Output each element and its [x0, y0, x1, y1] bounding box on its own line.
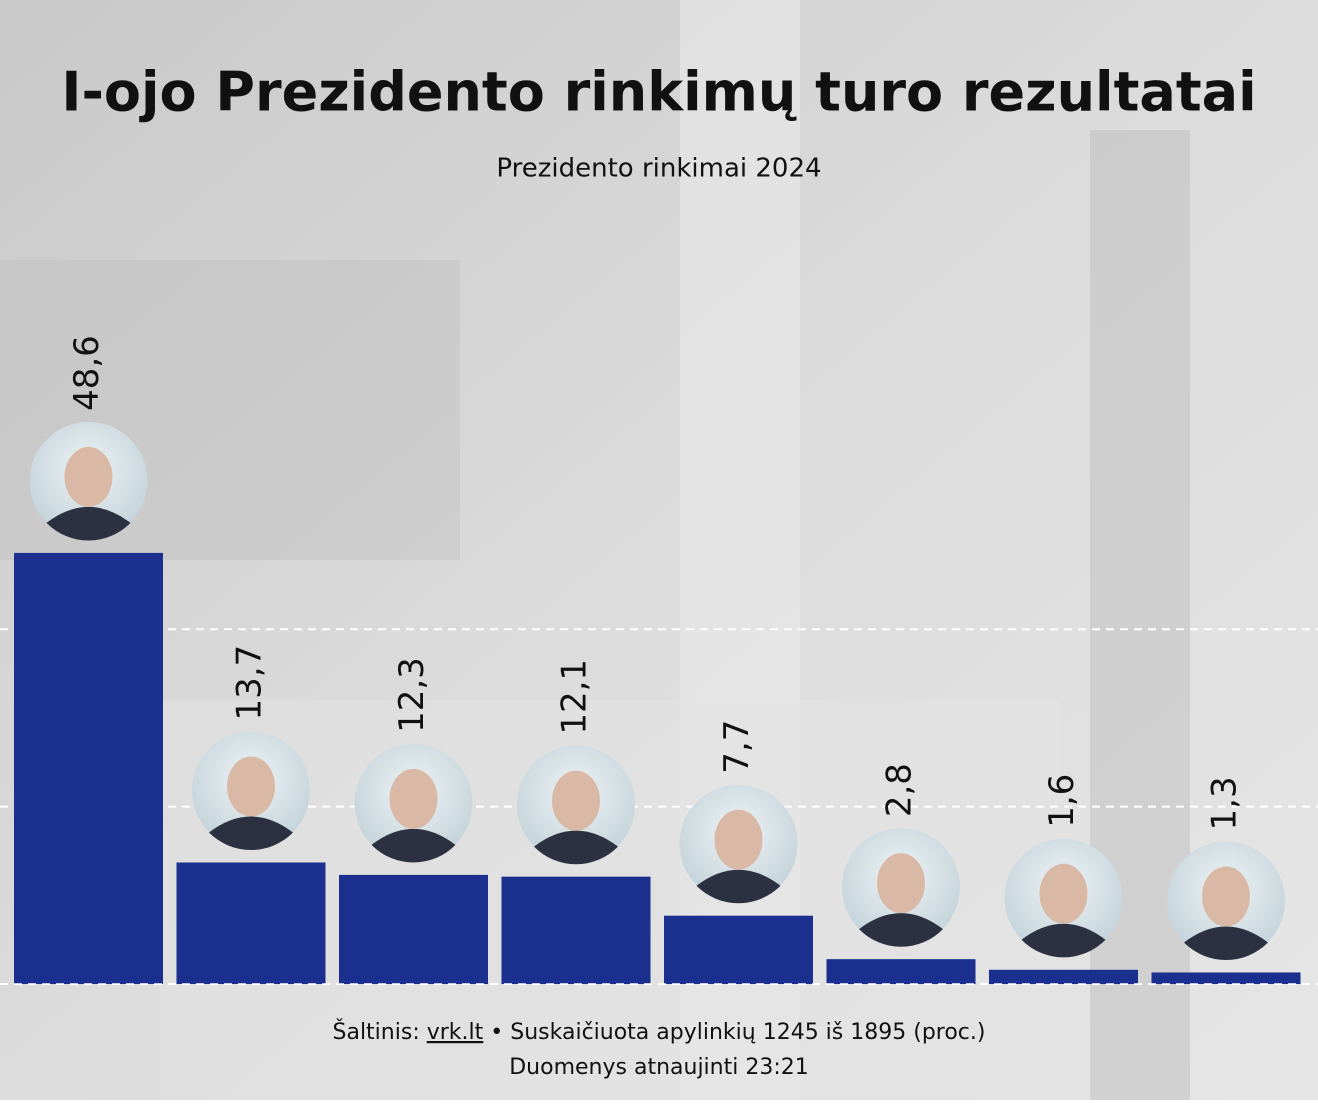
- chart-subtitle: Prezidento rinkimai 2024: [496, 154, 821, 184]
- photo-body: [534, 830, 618, 865]
- value-label: 2,8: [880, 763, 920, 817]
- photo-face: [714, 809, 763, 870]
- photo-body: [209, 816, 293, 851]
- photo-body: [859, 913, 943, 947]
- bar: [176, 862, 326, 984]
- value-label: 48,6: [67, 335, 107, 411]
- photo-face: [227, 756, 275, 817]
- bar: [826, 959, 976, 984]
- photo-body: [46, 506, 131, 541]
- bg-shape: [1090, 130, 1190, 1100]
- photo-body: [1021, 923, 1106, 958]
- source-note: • Suskaičiuota apylinkių 1245 iš 1895 (p…: [490, 1020, 985, 1045]
- candidate-photo: [517, 745, 635, 865]
- bar: [1151, 972, 1301, 984]
- value-label: 1,3: [1205, 776, 1245, 830]
- photo-face: [552, 770, 600, 831]
- candidate-photo: [679, 784, 798, 904]
- source-label: Šaltinis:: [333, 1019, 420, 1045]
- candidate-photo: [354, 743, 473, 863]
- bar: [339, 874, 488, 984]
- candidate-photo: [29, 421, 148, 541]
- value-label: 12,1: [555, 659, 595, 735]
- bar: [501, 876, 651, 984]
- photo-body: [1184, 926, 1268, 961]
- photo-face: [1202, 866, 1250, 927]
- source-line: Šaltinis: vrk.lt • Suskaičiuota apylinki…: [333, 1019, 986, 1045]
- chart-title: I-ojo Prezidento rinkimų turo rezultatai: [61, 61, 1256, 124]
- photo-face: [1039, 863, 1088, 924]
- value-label: 13,7: [230, 645, 270, 721]
- photo-face: [389, 768, 438, 829]
- photo-body: [696, 869, 781, 904]
- bar: [989, 969, 1138, 984]
- candidate-photo: [1167, 841, 1285, 961]
- photo-body: [371, 828, 456, 863]
- updated-note: Duomenys atnaujinti 23:21: [509, 1055, 809, 1080]
- candidate-photo: [1004, 838, 1123, 958]
- bar: [14, 552, 163, 984]
- bar: [664, 915, 813, 984]
- photo-face: [877, 853, 925, 914]
- photo-face: [64, 446, 113, 507]
- candidate-photo: [842, 828, 960, 947]
- source-link[interactable]: vrk.lt: [427, 1020, 484, 1045]
- candidate-photo: [192, 731, 310, 851]
- value-label: 7,7: [717, 720, 757, 774]
- value-label: 1,6: [1042, 774, 1082, 828]
- value-label: 12,3: [392, 657, 432, 733]
